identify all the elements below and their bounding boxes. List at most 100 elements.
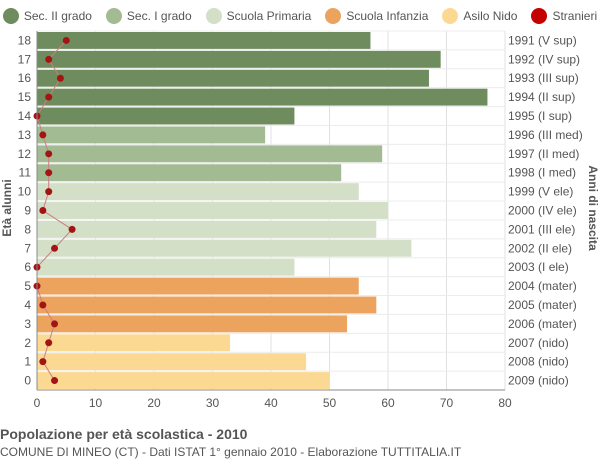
stranieri-point (62, 36, 70, 44)
legend-label: Scuola Primaria (226, 9, 312, 23)
legend-label: Asilo Nido (463, 9, 518, 23)
y-tick-label-age: 15 (18, 90, 32, 104)
legend-swatch (442, 8, 459, 24)
stranieri-point (39, 131, 47, 139)
y-tick-label-year: 2001 (III ele) (508, 222, 575, 236)
bar (37, 50, 441, 68)
y-tick-label-year: 2000 (IV ele) (508, 204, 577, 218)
x-tick-label: 60 (381, 396, 395, 410)
legend-item: Sec. II grado (2, 6, 92, 26)
y-tick-label-age: 16 (18, 71, 32, 85)
bar (37, 296, 377, 314)
bar (37, 353, 307, 371)
y-tick-label-age: 5 (24, 279, 31, 293)
y-tick-label-year: 2005 (mater) (508, 298, 577, 312)
bar (37, 145, 383, 163)
legend-label: Stranieri (552, 9, 598, 23)
y-tick-label-year: 2009 (nido) (508, 374, 569, 388)
stranieri-point (45, 55, 53, 63)
y-tick-label-year: 1999 (V ele) (508, 185, 573, 199)
bar (37, 239, 412, 257)
stranieri-point (51, 377, 59, 385)
x-tick-label: 30 (206, 396, 220, 410)
x-tick-label: 10 (89, 396, 103, 410)
x-tick-label: 40 (264, 396, 278, 410)
legend-swatch (205, 8, 222, 24)
y-tick-label-age: 10 (18, 185, 32, 199)
legend-item: Scuola Primaria (205, 6, 312, 26)
legend-label: Sec. I grado (126, 9, 192, 23)
legend-label: Sec. II grado (23, 9, 92, 23)
y-tick-label-age: 18 (18, 33, 32, 47)
y-tick-label-age: 0 (24, 374, 31, 388)
stranieri-point (45, 188, 53, 196)
stranieri-point (45, 169, 53, 177)
y-tick-label-age: 8 (24, 222, 31, 236)
chart-subtitle: COMUNE DI MINEO (CT) - Dati ISTAT 1° gen… (0, 445, 462, 459)
x-tick-label: 0 (34, 396, 41, 410)
y-tick-label-year: 2004 (mater) (508, 279, 577, 293)
bar (37, 202, 388, 219)
legend-item: Scuola Infanzia (325, 6, 428, 26)
y-tick-label-age: 9 (24, 204, 31, 218)
y-tick-label-year: 2002 (II ele) (508, 241, 572, 255)
y-tick-label-age: 13 (18, 128, 32, 142)
y-tick-label-year: 2007 (nido) (508, 336, 569, 350)
bar (37, 220, 377, 238)
y-tick-label-year: 1994 (II sup) (508, 90, 575, 104)
legend-item: Asilo Nido (442, 6, 517, 26)
bar (37, 69, 429, 87)
bar (37, 372, 330, 389)
y-tick-label-year: 1997 (II med) (508, 147, 579, 161)
legend-item: Stranieri (531, 6, 597, 26)
y-tick-label-year: 1993 (III sup) (508, 71, 579, 85)
stranieri-point (45, 93, 53, 101)
stranieri-point (39, 301, 47, 309)
legend-swatch (105, 8, 122, 24)
stranieri-point (45, 339, 53, 347)
y-tick-label-year: 2008 (nido) (508, 355, 569, 369)
y-tick-label-year: 1991 (V sup) (508, 33, 577, 47)
bar (37, 107, 295, 125)
y-tick-label-age: 3 (24, 317, 31, 331)
x-tick-label: 20 (147, 396, 161, 410)
bar (37, 32, 371, 49)
bars (37, 32, 488, 389)
y-tick-label-year: 1995 (I sup) (508, 109, 572, 123)
bar (37, 183, 359, 201)
chart-title: Popolazione per età scolastica - 2010 (0, 426, 248, 442)
y-tick-label-age: 2 (24, 336, 31, 350)
bar (37, 164, 342, 182)
y-tick-label-year: 1992 (IV sup) (508, 52, 580, 66)
x-tick-label: 80 (498, 396, 512, 410)
y-tick-label-year: 1996 (III med) (508, 128, 583, 142)
stranieri-point (39, 207, 47, 214)
stranieri-point (39, 358, 47, 366)
legend: Sec. II grado Sec. I grado Scuola Primaria… (0, 6, 600, 26)
y-tick-label-age: 6 (24, 260, 31, 274)
x-tick-label: 50 (323, 396, 337, 410)
stranieri-point (51, 244, 59, 252)
y-tick-label-age: 4 (24, 298, 31, 312)
legend-label: Scuola Infanzia (346, 9, 429, 23)
y-tick-label-age: 7 (24, 241, 31, 255)
legend-swatch (325, 8, 342, 24)
stranieri-point (45, 150, 53, 158)
bar (37, 126, 266, 144)
y-tick-label-age: 14 (18, 109, 32, 123)
bar (37, 334, 231, 352)
legend-swatch (531, 8, 548, 24)
stranieri-point (68, 225, 76, 233)
bar (37, 277, 359, 295)
legend-item: Sec. I grado (105, 6, 192, 26)
y-tick-label-age: 12 (18, 147, 32, 161)
bar (37, 88, 488, 106)
bar (37, 315, 348, 333)
y-tick-label-year: 2003 (I ele) (508, 260, 569, 274)
x-tick-label: 70 (440, 396, 454, 410)
y-tick-label-year: 1998 (I med) (508, 166, 576, 180)
stranieri-point (56, 74, 64, 82)
y-axis-label-right: Anni di nascita (586, 165, 600, 251)
